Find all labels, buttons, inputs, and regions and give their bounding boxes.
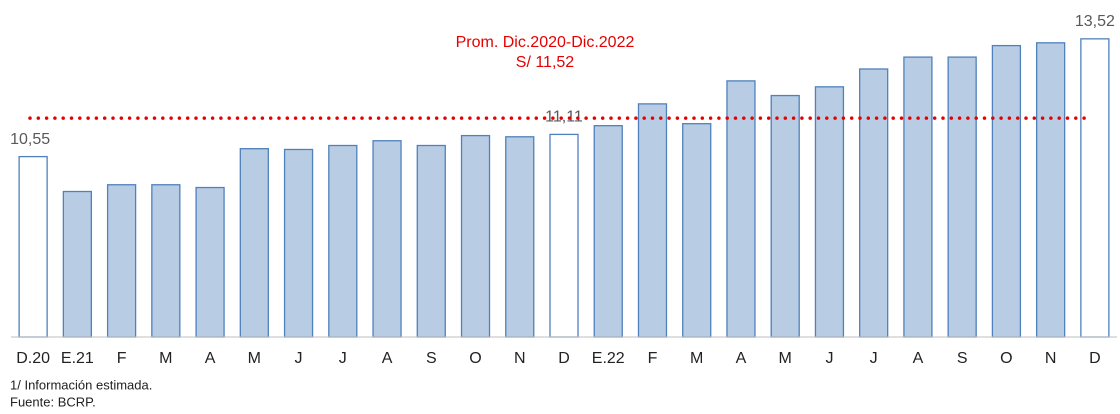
x-tick-label: A: [736, 350, 747, 367]
x-tick-label: N: [1045, 350, 1057, 367]
x-tick-label: F: [117, 350, 127, 367]
x-tick-label: D: [1089, 350, 1101, 367]
bar: [814, 86, 845, 338]
bar: [416, 144, 446, 338]
bar: [106, 184, 137, 338]
bar: [283, 148, 314, 338]
x-tick-label: J: [295, 350, 303, 367]
bar: [239, 148, 269, 338]
bar: [770, 94, 800, 338]
value-label: 13,52: [1075, 13, 1115, 30]
bar: [593, 125, 623, 338]
x-tick-label: N: [514, 350, 526, 367]
bar: [505, 136, 535, 338]
x-tick-label: M: [248, 350, 261, 367]
bar: [991, 44, 1022, 338]
source: Fuente: BCRP.: [10, 394, 96, 409]
bar: [1080, 38, 1110, 338]
x-tick-label: A: [913, 350, 924, 367]
x-tick-label: D: [558, 350, 570, 367]
bar: [195, 186, 225, 338]
x-tick-label: M: [159, 350, 172, 367]
x-tick-label: D.20: [16, 350, 50, 367]
average-label: Prom. Dic.2020-Dic.2022: [456, 34, 635, 51]
bar: [372, 140, 402, 338]
bar: [903, 56, 933, 338]
x-tick-label: S: [957, 350, 968, 367]
value-label: 10,55: [10, 131, 50, 148]
x-tick-label: A: [205, 350, 216, 367]
footnote: 1/ Información estimada.: [10, 377, 152, 392]
value-label: 11,11: [545, 109, 583, 126]
bar: [682, 123, 712, 338]
x-tick-label: F: [648, 350, 658, 367]
x-tick-label: O: [469, 350, 481, 367]
x-tick-label: M: [779, 350, 792, 367]
average-label: S/ 11,52: [516, 54, 575, 71]
bar: [460, 134, 491, 338]
bar: [18, 155, 48, 338]
bar: [859, 68, 889, 338]
bar: [62, 190, 93, 338]
x-tick-label: O: [1000, 350, 1012, 367]
x-tick-label: E.22: [592, 350, 625, 367]
bar: [637, 103, 668, 338]
x-tick-label: J: [339, 350, 347, 367]
x-tick-label: M: [690, 350, 703, 367]
bar: [328, 144, 358, 338]
bar: [947, 56, 977, 338]
x-tick-label: E.21: [61, 350, 94, 367]
x-tick-label: A: [382, 350, 393, 367]
x-tick-label: J: [825, 350, 833, 367]
bar: [549, 133, 579, 338]
x-tick-label: J: [870, 350, 878, 367]
bar: [726, 80, 756, 338]
bar: [151, 184, 181, 338]
x-tick-label: S: [426, 350, 437, 367]
bar: [1035, 42, 1066, 338]
